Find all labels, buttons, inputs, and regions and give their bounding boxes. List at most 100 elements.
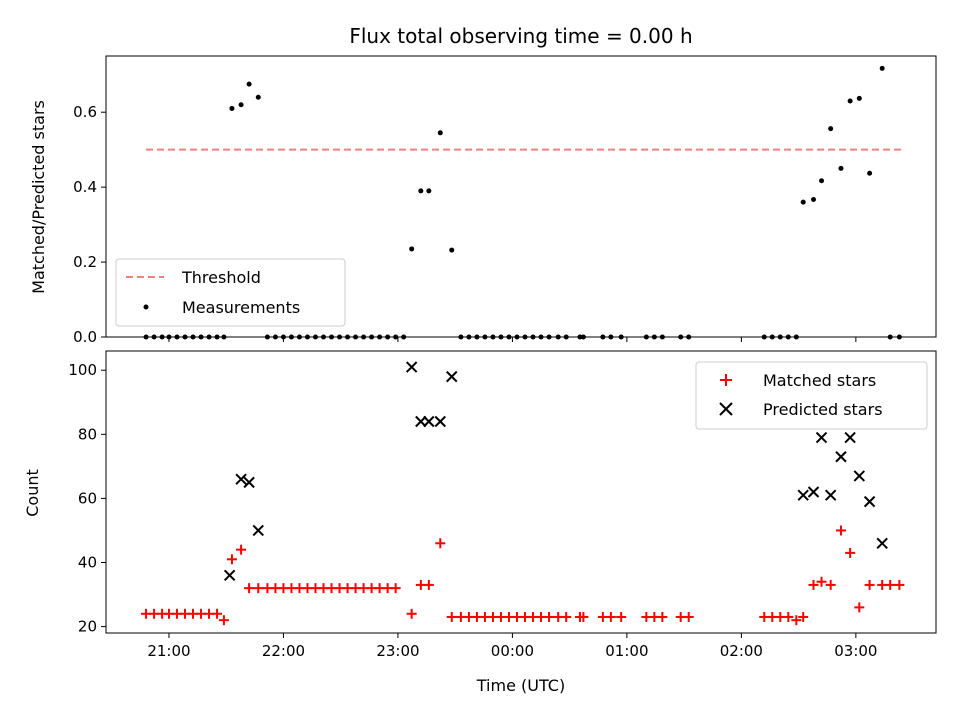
matched-stars-point [657,611,668,622]
top-panel-y-label: Matched/Predicted stars [29,100,48,294]
measurements-point [418,188,424,194]
bottom-panel-y-ticks: 20 40 60 80 100 [68,361,106,636]
x-tick-label: 21:00 [147,642,190,660]
measurements-point [819,178,825,184]
top-y-tick-label: 0.6 [73,103,97,121]
bottom-panel-frame [105,350,937,634]
bottom-panel-legend: Matched stars Predicted stars [695,361,928,430]
matched-stars-point [845,547,856,558]
matched-stars-point [544,611,555,622]
matched-stars-point [683,611,694,622]
predicted-stars-point [797,489,809,501]
bottom-y-tick-label: 60 [78,489,97,507]
measurements-point [847,98,853,104]
matched-stars-point [798,611,809,622]
predicted-stars-point [235,473,247,485]
predicted-stars-point [815,431,828,444]
matched-stars-point [835,525,846,536]
bottom-y-tick-label: 80 [78,425,97,443]
measurements-point [437,130,443,136]
predicted-stars-point [446,370,458,383]
measurements-point [828,126,834,132]
predicted-stars-point [876,537,888,549]
matched-stars-point [864,579,875,590]
top-y-tick-label: 0.4 [73,178,97,196]
bottom-legend-matched-label: Matched stars [763,371,876,390]
bottom-panel-y-label: Count [23,469,42,517]
bottom-legend-predicted-swatch [719,402,733,416]
top-legend-box [115,258,346,327]
bottom-legend-box [695,361,928,430]
measurements-point [838,165,844,171]
top-panel-frame [105,55,937,338]
measurements-point [426,188,432,194]
top-y-tick-label: 0.2 [73,253,97,271]
top-y-tick-label: 0.0 [73,328,97,346]
matched-stars-point [446,611,457,622]
predicted-stars-point [405,361,418,373]
matched-stars-point [423,579,434,590]
top-panel-x-ticks [168,337,857,342]
matched-stars-point [406,608,417,619]
bottom-y-tick-label: 100 [68,361,97,379]
predicted-stars-point [223,569,236,582]
bottom-panel-marks [141,361,905,626]
predicted-stars-point [252,524,264,537]
matched-stars-point [783,611,794,622]
predicted-stars-point [423,415,435,428]
matched-stars-point [236,544,247,555]
x-tick-label: 02:00 [720,642,763,660]
measurements-point [255,94,261,100]
x-tick-label: 01:00 [605,642,648,660]
bottom-panel-x-ticks: 21:00 22:00 23:00 00:00 01:00 02:00 03:00 [147,633,877,660]
predicted-stars-point [807,486,820,498]
predicted-stars-point [835,451,847,463]
measurements-point [800,199,806,205]
measurements-point [409,246,415,252]
matched-stars-point [226,554,237,565]
predicted-stars-point [243,476,255,489]
matched-stars-point [605,611,616,622]
x-tick-label: 00:00 [491,642,534,660]
matched-stars-point [218,615,229,626]
x-tick-label: 22:00 [262,642,305,660]
measurements-point [879,65,885,71]
top-panel-legend: Threshold Measurements [115,258,346,327]
matched-stars-point [435,538,446,549]
predicted-stars-point [863,495,876,508]
measurements-point [229,105,235,111]
measurements-point [867,170,873,176]
matched-stars-point [390,583,401,594]
predicted-stars-point [844,431,856,444]
x-axis-label: Time (UTC) [476,676,565,695]
matched-stars-point [616,611,627,622]
measurements-point [246,81,252,87]
top-legend-measurements-label: Measurements [182,298,300,317]
measurements-point [238,102,244,108]
x-tick-label: 23:00 [376,642,419,660]
top-panel: 0.0 0.2 0.4 0.6 Matched/Predicted stars Thr… [29,55,937,346]
bottom-legend-predicted-label: Predicted stars [763,400,883,419]
matched-stars-point [808,579,819,590]
matched-stars-point [825,579,836,590]
measurements-point [449,247,455,253]
matched-stars-point [894,579,905,590]
matched-stars-point [854,602,865,613]
matched-stars-point [212,608,223,619]
matched-stars-point [578,611,589,622]
matched-stars-point [561,611,572,622]
matched-stars-point [244,583,255,594]
top-legend-threshold-label: Threshold [181,268,261,287]
chart-title: Flux total observing time = 0.00 h [349,24,692,48]
bottom-y-tick-label: 20 [78,618,97,636]
bottom-y-tick-label: 40 [78,554,97,572]
measurements-point [856,95,862,101]
matched-stars-point [253,583,264,594]
matched-stars-point [885,579,896,590]
matched-stars-point [816,576,827,587]
top-panel-y-ticks: 0.0 0.2 0.4 0.6 [73,103,106,346]
measurements-point [811,196,817,202]
bottom-panel: 20 40 60 80 100 21:00 22:00 23:00 00:00 01:00 02:… [23,350,937,660]
matched-stars-point [791,615,802,626]
